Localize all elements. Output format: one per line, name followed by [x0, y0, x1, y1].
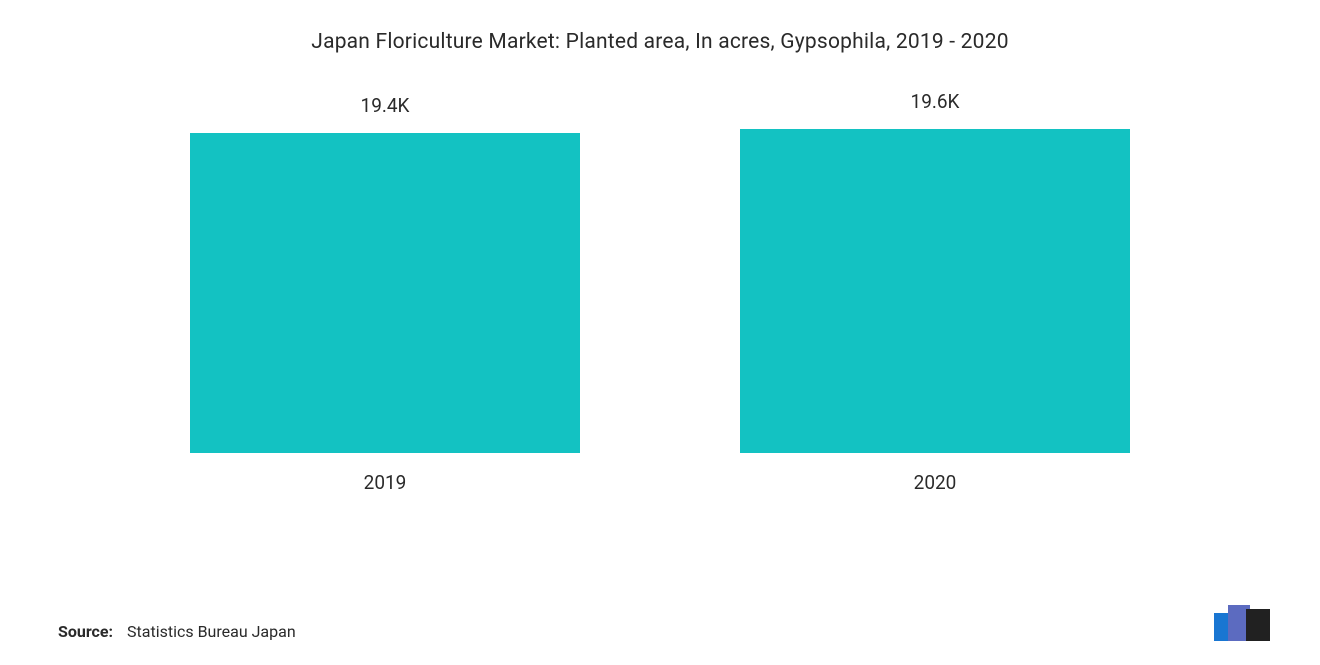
bar-group-2019: 19.4K 2019 [190, 94, 580, 494]
brand-logo-icon [1214, 605, 1270, 641]
bars-area: 19.4K 2019 19.6K 2020 [50, 124, 1270, 494]
bar-group-2020: 19.6K 2020 [740, 90, 1130, 494]
bar-2019 [190, 133, 580, 453]
source-value: Statistics Bureau Japan [127, 622, 296, 641]
chart-container: Japan Floriculture Market: Planted area,… [0, 0, 1320, 665]
bar-value-label: 19.6K [911, 90, 960, 113]
chart-title: Japan Floriculture Market: Planted area,… [50, 30, 1270, 54]
category-label: 2020 [914, 471, 957, 494]
source-text: Source: Statistics Bureau Japan [58, 622, 296, 641]
bar-value-label: 19.4K [361, 94, 410, 117]
source-label: Source: [58, 622, 113, 641]
bar-2020 [740, 129, 1130, 453]
footer-row: Source: Statistics Bureau Japan [58, 605, 1270, 641]
category-label: 2019 [364, 471, 407, 494]
